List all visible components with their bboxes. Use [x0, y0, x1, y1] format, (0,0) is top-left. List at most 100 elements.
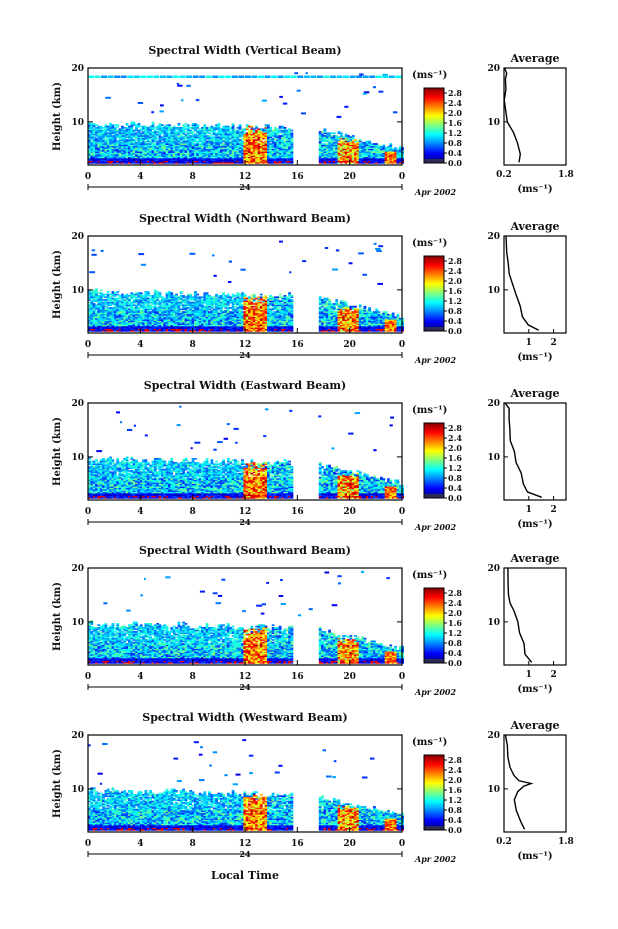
heatmap-cell — [394, 147, 397, 149]
heatmap-cell — [203, 128, 207, 131]
heatmap-cell — [137, 145, 141, 148]
heatmap-cell — [175, 143, 178, 145]
heatmap-cell — [158, 125, 162, 128]
heatmap-cell — [104, 154, 108, 156]
heatmap-cell — [186, 160, 190, 163]
heatmap-cell — [111, 141, 115, 144]
heatmap-cell — [106, 149, 110, 152]
heatmap-cell — [137, 143, 141, 145]
heatmap-cell — [116, 291, 120, 293]
heatmap-cell — [106, 129, 110, 132]
heatmap-cell — [106, 140, 110, 143]
heatmap-cell — [116, 129, 120, 132]
colorbar-tick-label: 2.0 — [448, 108, 462, 118]
heatmap-cell — [123, 147, 127, 149]
heatmap-cell — [149, 127, 152, 129]
heatmap-cell — [111, 137, 115, 140]
heatmap-cell — [139, 136, 143, 139]
heatmap-cell — [330, 75, 336, 78]
heatmap-cell — [161, 129, 164, 132]
heatmap-cell — [392, 111, 398, 114]
heatmap-cell — [139, 155, 143, 157]
heatmap-cell — [125, 133, 129, 136]
heatmap-cell — [340, 132, 343, 135]
heatmap-cell — [118, 129, 122, 132]
heatmap-cell — [116, 162, 120, 164]
heatmap-cell — [116, 148, 120, 151]
heatmap-cell — [186, 152, 190, 155]
heatmap-cell — [212, 133, 216, 136]
heatmap-cell — [142, 148, 145, 151]
heatmap-cell — [168, 137, 171, 140]
heatmap-cell — [194, 162, 197, 164]
heatmap-cell — [226, 299, 230, 301]
heatmap-cell — [156, 135, 160, 137]
heatmap-cell — [88, 152, 91, 155]
heatmap-cell — [323, 135, 327, 137]
heatmap-cell — [135, 139, 138, 141]
heatmap-cell — [125, 159, 129, 161]
heatmap-cell — [168, 135, 171, 137]
heatmap-cell — [137, 135, 141, 137]
heatmap-cell — [175, 159, 178, 161]
heatmap-cell — [196, 154, 200, 156]
heatmap-cell — [208, 141, 211, 144]
heatmap-cell — [215, 141, 218, 144]
heatmap-cell — [153, 147, 157, 149]
avg-title: Average — [509, 52, 559, 65]
heatmap-cell — [196, 155, 200, 157]
heatmap-cell — [113, 152, 117, 155]
heatmap-cell — [212, 154, 216, 156]
heatmap-cell — [132, 293, 136, 296]
heatmap-cell — [111, 307, 115, 309]
heatmap-cell — [208, 295, 211, 297]
heatmap-cell — [153, 149, 157, 152]
heatmap-cell — [156, 128, 160, 131]
heatmap-cell — [156, 143, 160, 145]
heatmap-cell — [179, 311, 183, 313]
heatmap-cell — [201, 299, 204, 301]
heatmap-cell — [170, 141, 174, 144]
heatmap-cell — [99, 149, 103, 152]
heatmap-cell — [97, 151, 101, 153]
heatmap-cell — [198, 132, 202, 135]
heatmap-cell — [186, 133, 190, 136]
heatmap-cell — [88, 158, 91, 160]
heatmap-cell — [130, 127, 134, 129]
heatmap-cell — [99, 148, 103, 151]
heatmap-cell — [201, 145, 204, 148]
heatmap-cell — [153, 129, 157, 132]
heatmap-cell — [123, 155, 127, 157]
heatmap-cell — [130, 158, 134, 160]
heatmap-cell — [177, 136, 181, 139]
heatmap-cell — [215, 158, 218, 160]
heatmap-cell — [205, 129, 209, 132]
heatmap-cell — [184, 149, 188, 152]
heatmap-cell — [163, 158, 167, 160]
heatmap-cell — [198, 145, 202, 148]
heatmap-cell — [189, 155, 193, 157]
heatmap-cell — [95, 147, 98, 149]
heatmap-cell — [210, 151, 214, 153]
heatmap-cell — [196, 296, 200, 299]
heatmap-cell — [153, 160, 157, 163]
heatmap-cell — [158, 300, 162, 303]
heatmap-cell — [159, 110, 164, 113]
heatmap-cell — [92, 162, 96, 164]
heatmap-cell — [203, 141, 207, 144]
heatmap-cell — [354, 139, 357, 141]
heatmap-cell — [186, 141, 190, 144]
heatmap-cell — [116, 136, 120, 139]
heatmap-cell — [144, 162, 148, 164]
heatmap-cell — [205, 144, 209, 147]
heatmap-cell — [158, 159, 162, 161]
heatmap-cell — [189, 154, 193, 156]
heatmap-cell — [132, 160, 136, 163]
heatmap-cell — [97, 149, 101, 152]
heatmap-cell — [149, 152, 152, 155]
heatmap-cell — [88, 160, 91, 163]
heatmap-cell — [179, 155, 183, 157]
colorbar-tick-label: 1.2 — [448, 128, 462, 138]
heatmap-cell — [90, 149, 94, 152]
heatmap-cell — [179, 135, 183, 137]
